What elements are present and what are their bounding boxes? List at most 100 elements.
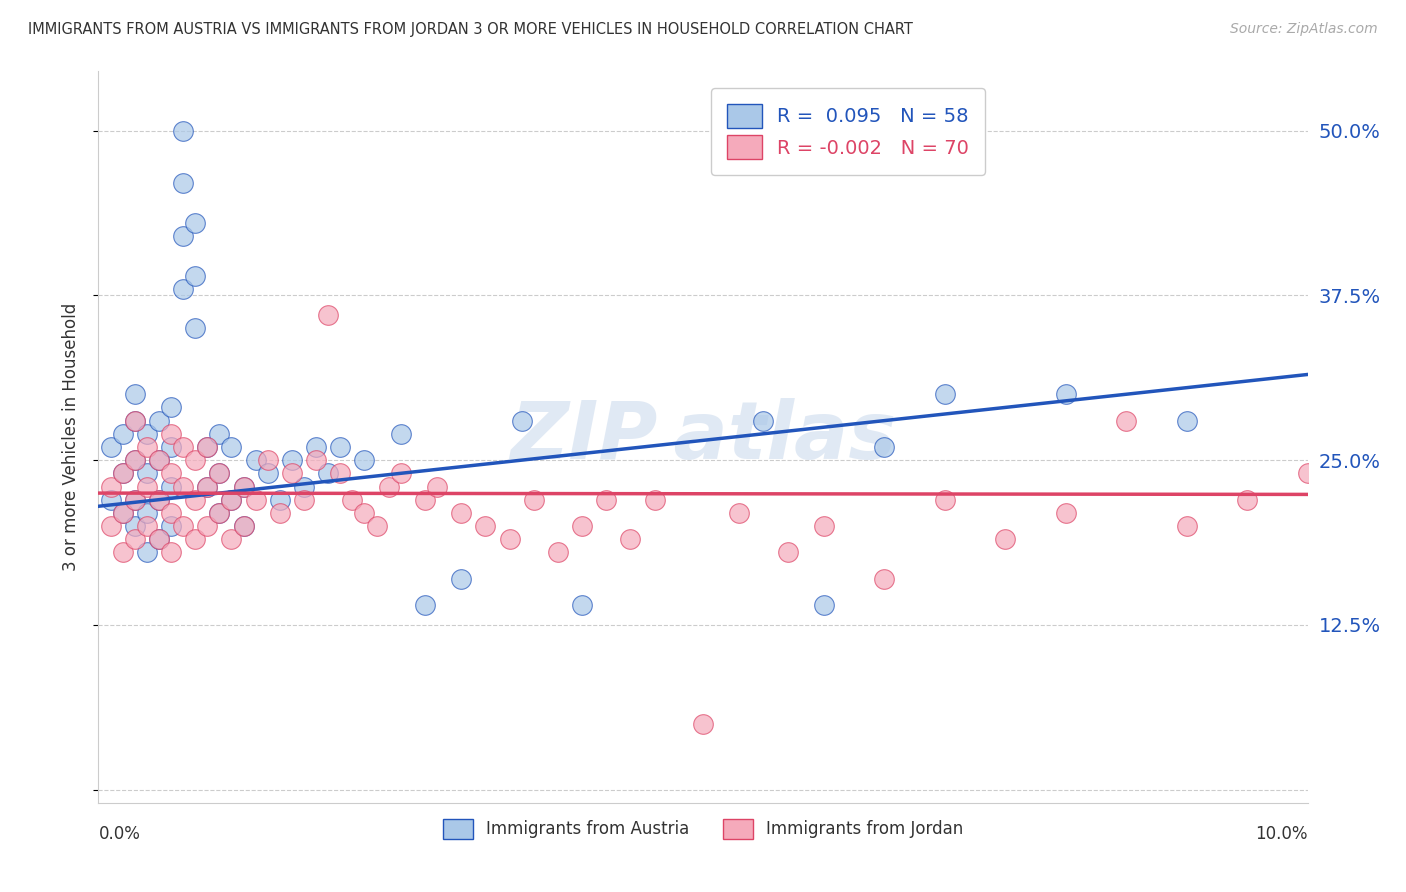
Point (329, 467, 352, 481)
Point (124, 492, 146, 507)
Point (195, 440, 218, 454)
Point (1054, 387, 1077, 401)
Point (498, 533, 520, 547)
Point (184, 216, 207, 230)
Point (148, 533, 170, 547)
Point (148, 453, 170, 467)
Text: IMMIGRANTS FROM AUSTRIA VS IMMIGRANTS FROM JORDAN 3 OR MORE VEHICLES IN HOUSEHOL: IMMIGRANTS FROM AUSTRIA VS IMMIGRANTS FR… (28, 22, 912, 37)
Point (221, 492, 243, 507)
Point (124, 533, 146, 547)
Point (1175, 519, 1198, 533)
Point (366, 519, 388, 533)
Point (160, 545, 183, 559)
Point (184, 492, 207, 507)
Point (124, 492, 146, 507)
Point (389, 467, 412, 481)
Point (316, 308, 339, 322)
Point (232, 519, 254, 533)
Point (160, 519, 183, 533)
Point (256, 467, 278, 481)
Point (100, 492, 122, 507)
Point (148, 533, 170, 547)
Text: 10.0%: 10.0% (1256, 825, 1308, 843)
Point (752, 414, 775, 428)
Point (111, 467, 134, 481)
Point (135, 467, 157, 481)
Point (100, 440, 122, 454)
Point (124, 387, 146, 401)
Point (135, 545, 157, 559)
Point (1115, 414, 1137, 428)
Point (329, 440, 352, 454)
Point (160, 440, 183, 454)
Point (208, 467, 231, 481)
Point (135, 519, 157, 533)
Point (135, 479, 157, 493)
Point (111, 545, 134, 559)
Point (510, 414, 533, 428)
Point (934, 387, 956, 401)
Point (377, 479, 399, 493)
Point (813, 598, 835, 612)
Point (208, 506, 231, 520)
Point (221, 440, 243, 454)
Point (172, 229, 194, 244)
Point (100, 479, 122, 493)
Point (450, 572, 472, 586)
Point (111, 426, 134, 441)
Text: Source: ZipAtlas.com: Source: ZipAtlas.com (1230, 22, 1378, 37)
Point (523, 492, 546, 507)
Point (426, 479, 449, 493)
Point (389, 426, 412, 441)
Point (124, 453, 146, 467)
Point (100, 519, 122, 533)
Point (619, 533, 641, 547)
Point (172, 440, 194, 454)
Point (160, 467, 183, 481)
Point (184, 321, 207, 335)
Point (221, 492, 243, 507)
Point (148, 492, 170, 507)
Point (135, 506, 157, 520)
Point (124, 519, 146, 533)
Point (571, 598, 593, 612)
Point (316, 467, 339, 481)
Point (160, 401, 183, 415)
Point (595, 492, 617, 507)
Point (1236, 492, 1258, 507)
Point (135, 440, 157, 454)
Point (160, 479, 183, 493)
Point (124, 414, 146, 428)
Point (256, 453, 278, 467)
Point (813, 519, 835, 533)
Point (172, 282, 194, 296)
Point (172, 177, 194, 191)
Point (644, 492, 666, 507)
Point (195, 519, 218, 533)
Point (281, 453, 304, 467)
Point (474, 519, 496, 533)
Point (873, 572, 896, 586)
Y-axis label: 3 or more Vehicles in Household: 3 or more Vehicles in Household (62, 303, 80, 571)
Legend: Immigrants from Austria, Immigrants from Jordan: Immigrants from Austria, Immigrants from… (436, 812, 970, 846)
Point (184, 268, 207, 283)
Point (135, 426, 157, 441)
Point (728, 506, 751, 520)
Point (873, 440, 896, 454)
Point (221, 533, 243, 547)
Point (305, 440, 328, 454)
Point (111, 506, 134, 520)
Point (571, 519, 593, 533)
Point (124, 414, 146, 428)
Point (148, 414, 170, 428)
Point (269, 492, 291, 507)
Point (776, 545, 799, 559)
Point (413, 598, 436, 612)
Text: ZIP atlas: ZIP atlas (510, 398, 896, 476)
Point (124, 453, 146, 467)
Point (1054, 506, 1077, 520)
Point (184, 453, 207, 467)
Point (353, 506, 375, 520)
Point (172, 519, 194, 533)
Point (195, 440, 218, 454)
